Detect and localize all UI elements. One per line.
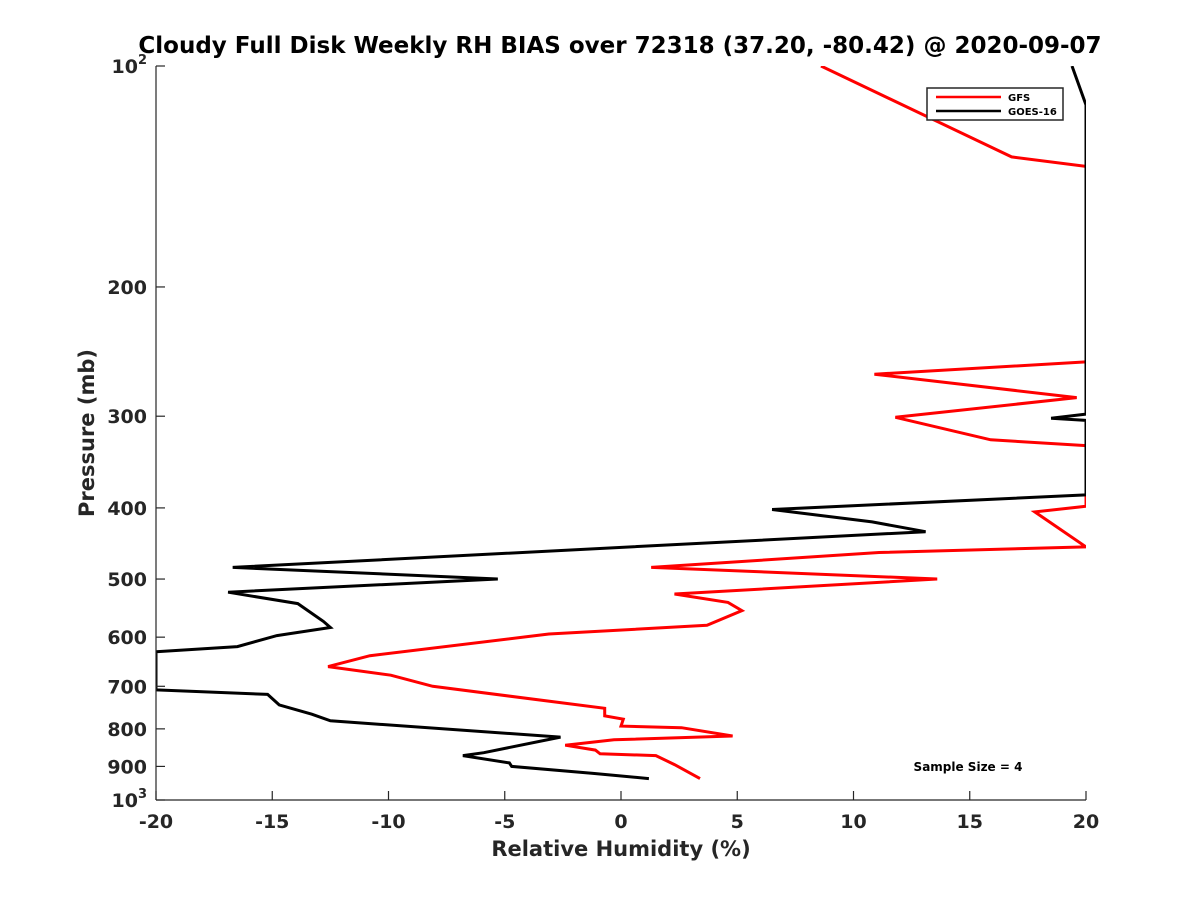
y-tick-label: 600 <box>107 627 147 649</box>
y-tick-label: 900 <box>107 756 147 778</box>
y-tick-label: 400 <box>107 498 147 520</box>
chart-title: Cloudy Full Disk Weekly RH BIAS over 723… <box>138 33 1101 59</box>
x-tick-label: 20 <box>1073 811 1099 833</box>
x-tick-label: 0 <box>614 811 627 833</box>
y-tick-label: 700 <box>107 676 147 698</box>
y-tick-label: 200 <box>107 277 147 299</box>
y-tick-label: 500 <box>107 569 147 591</box>
series-layer <box>156 66 1086 781</box>
series-line-goes16 <box>156 66 1086 781</box>
legend-box <box>926 87 1064 121</box>
y-axis-label: Pressure (mb) <box>75 349 99 517</box>
legend: GFS GOES-16 <box>926 87 1064 121</box>
x-tick-label: 15 <box>957 811 983 833</box>
y-tick-label: 300 <box>107 406 147 428</box>
x-ticks: -20 -15 -10 -5 0 5 10 15 20 <box>139 791 1099 833</box>
x-tick-label: -15 <box>255 811 289 833</box>
x-tick-label: 10 <box>840 811 866 833</box>
legend-label-goes16: GOES-16 <box>1008 107 1057 118</box>
series-line-gfs <box>327 66 1086 780</box>
sample-size-annotation: Sample Size = 4 <box>914 760 1023 774</box>
x-tick-label: -20 <box>139 811 173 833</box>
legend-label-gfs: GFS <box>1008 93 1030 104</box>
x-axis-label: Relative Humidity (%) <box>491 837 750 861</box>
x-tick-label: 5 <box>731 811 744 833</box>
x-tick-label: -10 <box>371 811 405 833</box>
y-tick-label: 800 <box>107 719 147 741</box>
x-tick-label: -5 <box>494 811 515 833</box>
